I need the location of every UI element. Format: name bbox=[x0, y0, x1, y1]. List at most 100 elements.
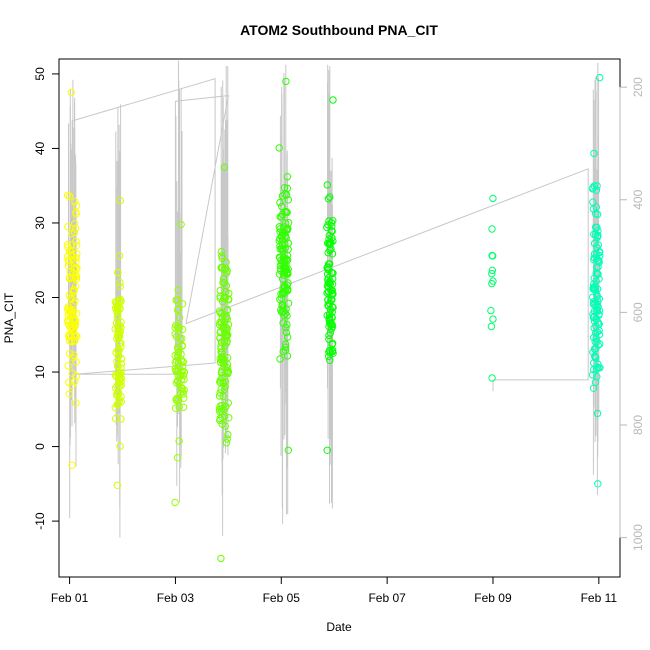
y-tick-label: 50 bbox=[33, 67, 47, 81]
data-point bbox=[594, 320, 603, 328]
data-point bbox=[590, 149, 598, 158]
data-point bbox=[72, 254, 81, 262]
data-point bbox=[219, 275, 228, 283]
data-point bbox=[592, 365, 601, 373]
data-point bbox=[222, 258, 230, 266]
data-point bbox=[114, 387, 122, 396]
data-point bbox=[218, 310, 226, 318]
data-point bbox=[325, 323, 333, 331]
data-point bbox=[221, 378, 230, 386]
data-point bbox=[594, 360, 602, 368]
data-point bbox=[173, 351, 182, 360]
data-point bbox=[63, 241, 72, 249]
data-point bbox=[179, 403, 188, 411]
data-point bbox=[113, 481, 122, 489]
data-point bbox=[175, 396, 183, 404]
data-point bbox=[593, 300, 602, 308]
data-point bbox=[283, 251, 292, 260]
data-point bbox=[281, 219, 290, 227]
data-point bbox=[326, 193, 334, 201]
data-point bbox=[328, 269, 337, 277]
data-point bbox=[177, 220, 185, 229]
data-point bbox=[177, 375, 186, 384]
data-point bbox=[276, 254, 284, 262]
data-point bbox=[324, 195, 333, 203]
data-point bbox=[175, 324, 184, 332]
data-point bbox=[70, 287, 78, 295]
data-point bbox=[112, 349, 120, 357]
data-point bbox=[276, 245, 284, 253]
data-point bbox=[276, 213, 284, 221]
data-point bbox=[593, 210, 602, 219]
data-point bbox=[116, 298, 124, 307]
data-point bbox=[593, 328, 602, 336]
data-point bbox=[275, 144, 283, 152]
data-point bbox=[323, 446, 331, 454]
data-point bbox=[323, 289, 331, 297]
data-point bbox=[113, 332, 122, 340]
data-point bbox=[325, 313, 334, 322]
data-point bbox=[71, 224, 80, 233]
data-point bbox=[172, 396, 180, 404]
data-point bbox=[64, 256, 72, 264]
data-point bbox=[72, 358, 80, 366]
data-point bbox=[284, 446, 292, 454]
data-point bbox=[592, 329, 600, 337]
data-point bbox=[589, 384, 598, 392]
data-point bbox=[67, 88, 76, 97]
data-point bbox=[596, 364, 604, 372]
data-point bbox=[223, 330, 231, 338]
data-point bbox=[225, 414, 233, 422]
data-point bbox=[72, 237, 80, 246]
data-point bbox=[277, 265, 285, 273]
data-point bbox=[591, 230, 600, 239]
data-point bbox=[283, 333, 292, 341]
data-point bbox=[116, 295, 124, 303]
data-point bbox=[594, 303, 602, 312]
data-point bbox=[284, 196, 292, 204]
data-point bbox=[282, 77, 290, 86]
data-point bbox=[116, 196, 125, 205]
data-point bbox=[488, 279, 496, 288]
data-point bbox=[589, 283, 597, 292]
data-point bbox=[64, 223, 72, 231]
altitude-line bbox=[71, 78, 589, 392]
data-point bbox=[111, 414, 120, 423]
data-point bbox=[116, 442, 124, 450]
data-point bbox=[328, 222, 336, 230]
data-point bbox=[113, 314, 122, 322]
data-point bbox=[216, 408, 224, 416]
data-point bbox=[116, 371, 124, 380]
data-point bbox=[218, 374, 226, 382]
data-point bbox=[324, 274, 333, 282]
data-point bbox=[328, 296, 336, 304]
data-point bbox=[67, 247, 75, 255]
data-point bbox=[217, 342, 225, 350]
data-point bbox=[279, 275, 287, 283]
data-point bbox=[325, 346, 334, 355]
data-point bbox=[71, 282, 80, 290]
data-point bbox=[112, 319, 121, 327]
data-point bbox=[68, 461, 76, 469]
y-tick-label: -10 bbox=[33, 512, 47, 530]
data-point bbox=[70, 265, 78, 273]
data-point bbox=[596, 73, 604, 82]
data-point bbox=[282, 328, 290, 337]
data-point bbox=[72, 399, 80, 407]
data-point bbox=[222, 314, 231, 322]
data-point bbox=[179, 388, 187, 396]
data-point bbox=[216, 378, 224, 386]
data-point bbox=[65, 390, 73, 398]
data-point bbox=[595, 248, 604, 257]
data-point bbox=[217, 247, 226, 256]
data-point bbox=[65, 321, 73, 329]
data-point bbox=[216, 286, 225, 295]
data-point bbox=[282, 208, 291, 216]
data-point bbox=[174, 306, 182, 314]
data-point bbox=[281, 346, 290, 354]
data-point bbox=[280, 223, 288, 231]
x-tick-label: Feb 07 bbox=[368, 591, 406, 605]
data-point bbox=[69, 316, 77, 324]
data-point bbox=[323, 223, 331, 232]
